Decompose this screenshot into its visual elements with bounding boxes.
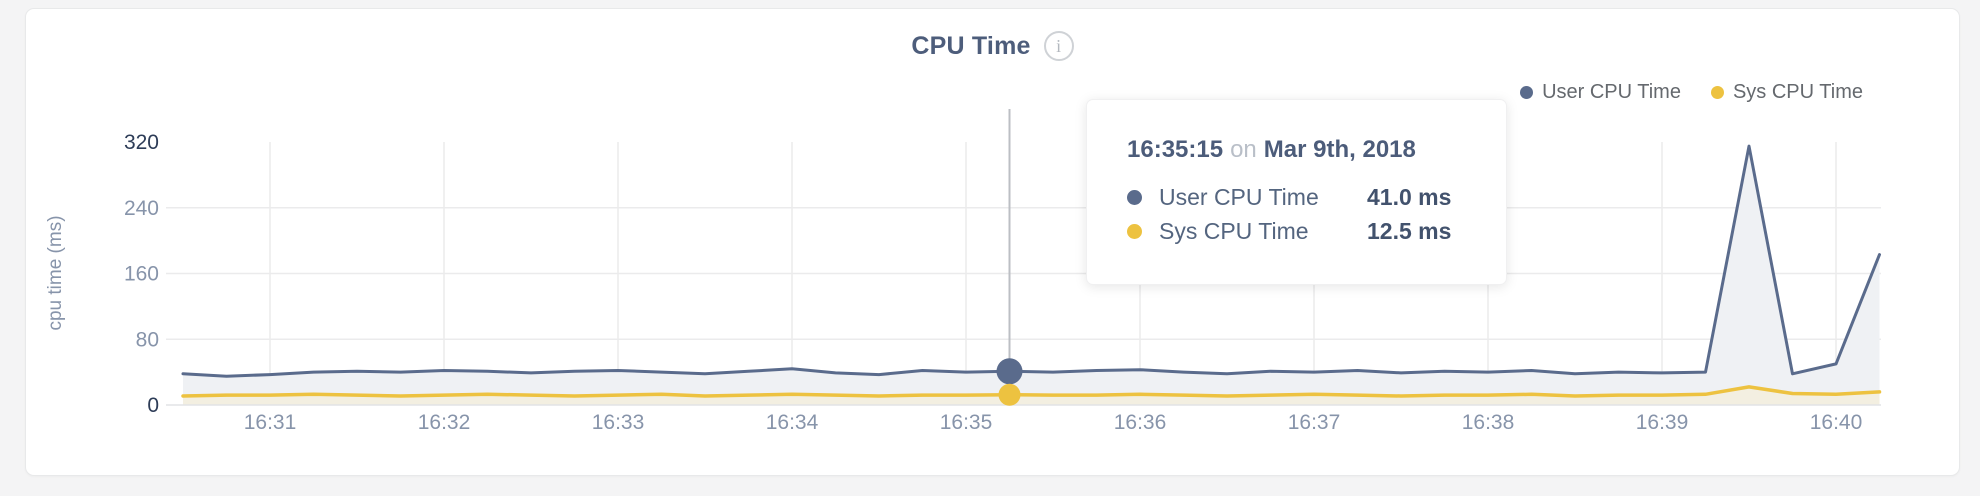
legend-item-sys-cpu-time[interactable]: Sys CPU Time bbox=[1710, 81, 1863, 104]
chart-legend: User CPU Time Sys CPU Time bbox=[1520, 81, 1863, 104]
x-tick-label: 16:37 bbox=[1288, 411, 1341, 434]
y-tick-label: 320 bbox=[124, 131, 159, 154]
tooltip-separator: on bbox=[1230, 136, 1257, 163]
tooltip-series-value: 12.5 ms bbox=[1367, 217, 1452, 244]
user-cpu-time-line bbox=[181, 144, 1881, 378]
cpu-time-chart-card: CPU Time i User CPU Time Sys CPU Time cpu… bbox=[25, 8, 1960, 476]
x-tick-label: 16:38 bbox=[1462, 411, 1515, 434]
x-tick-label: 16:33 bbox=[592, 411, 645, 434]
x-tick-label: 16:32 bbox=[418, 411, 471, 434]
x-tick-label: 16:34 bbox=[766, 411, 819, 434]
y-tick-label: 80 bbox=[136, 328, 159, 351]
chart-tooltip: 16:35:15 on Mar 9th, 2018 User CPU Time 41.… bbox=[1086, 99, 1507, 285]
tooltip-series-label: User CPU Time bbox=[1159, 183, 1319, 210]
tooltip-row-sys-cpu-time: Sys CPU Time 12.5 ms bbox=[1127, 214, 1506, 248]
tooltip-rows: User CPU Time 41.0 ms Sys CPU Time 12.5 ms bbox=[1127, 180, 1506, 248]
y-tick-label: 240 bbox=[124, 197, 159, 220]
sys-cpu-time-dot-icon bbox=[1710, 86, 1724, 99]
chart-header: CPU Time i bbox=[26, 31, 1959, 61]
tooltip-date: Mar 9th, 2018 bbox=[1263, 136, 1416, 163]
sys-cpu-time-line bbox=[181, 385, 1882, 398]
info-icon[interactable]: i bbox=[1043, 31, 1074, 61]
user-cpu-time-dot-icon bbox=[1520, 86, 1534, 99]
legend-label: Sys CPU Time bbox=[1732, 81, 1863, 103]
x-tick-label: 16:31 bbox=[244, 411, 297, 434]
y-tick-label: 160 bbox=[124, 263, 159, 286]
tooltip-series-label: Sys CPU Time bbox=[1159, 217, 1309, 244]
user-cpu-time-dot-icon bbox=[1127, 189, 1142, 205]
plot-area[interactable]: 0 80 160 240 320 16:31 16:32 16:33 16:34 16:35 16:… bbox=[26, 9, 1961, 477]
sys-cpu-time-dot-icon bbox=[1127, 223, 1142, 239]
user-cpu-time-area bbox=[183, 146, 1880, 405]
tooltip-row-user-cpu-time: User CPU Time 41.0 ms bbox=[1127, 180, 1506, 214]
x-tick-label: 16:36 bbox=[1114, 411, 1167, 434]
tooltip-time: 16:35:15 bbox=[1127, 136, 1224, 163]
x-tick-label: 16:40 bbox=[1810, 411, 1863, 434]
y-tick-label: 0 bbox=[147, 394, 159, 417]
tooltip-header: 16:35:15 on Mar 9th, 2018 bbox=[1127, 136, 1506, 164]
chart-title: CPU Time bbox=[911, 31, 1031, 60]
x-tick-label: 16:35 bbox=[940, 411, 993, 434]
user-cpu-time-hover-dot bbox=[996, 358, 1023, 385]
x-tick-label: 16:39 bbox=[1636, 411, 1689, 434]
sys-cpu-time-hover-dot bbox=[998, 383, 1021, 406]
legend-label: User CPU Time bbox=[1542, 81, 1681, 103]
legend-item-user-cpu-time[interactable]: User CPU Time bbox=[1520, 81, 1681, 104]
tooltip-series-value: 41.0 ms bbox=[1367, 183, 1452, 210]
